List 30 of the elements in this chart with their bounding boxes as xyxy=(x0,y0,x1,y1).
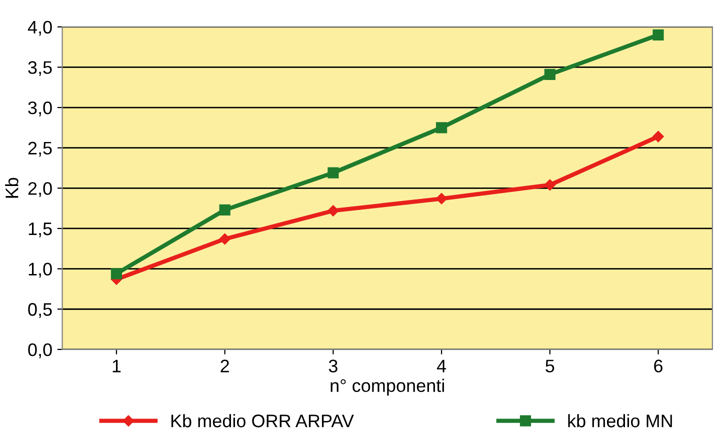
point xyxy=(328,205,339,216)
y-tick-label: 3,0 xyxy=(28,101,52,116)
point xyxy=(219,204,230,216)
point xyxy=(328,167,339,178)
legend-label: Kb medio ORR ARPAV xyxy=(171,414,354,428)
y-tick-label: 0,0 xyxy=(28,343,52,358)
x-tick-label: 5 xyxy=(546,360,554,372)
point xyxy=(544,179,556,191)
y-tick-label: 2,5 xyxy=(28,142,52,157)
y-tick-label: 1,0 xyxy=(28,262,52,278)
point xyxy=(652,29,664,40)
x-axis-title: n° componenti xyxy=(330,378,444,396)
legend-label: kb medio MN xyxy=(568,414,672,428)
y-tick-label: 4,0 xyxy=(28,20,52,36)
x-tick-label: 4 xyxy=(436,360,446,372)
x-tick-label: 2 xyxy=(220,360,229,372)
x-tick-label: 3 xyxy=(328,360,338,372)
y-tick-label: 2,0 xyxy=(28,182,52,198)
y-tick-label: 0,5 xyxy=(28,303,52,318)
y-tick-label: 1,5 xyxy=(28,222,52,238)
point xyxy=(436,122,448,134)
point xyxy=(110,268,122,280)
point xyxy=(652,130,664,142)
x-tick-label: 1 xyxy=(112,360,121,372)
y-axis-title: Kb xyxy=(5,178,18,198)
y-tick-label: 3,5 xyxy=(28,61,52,76)
point xyxy=(436,193,448,204)
x-tick-label: 6 xyxy=(654,360,662,372)
point xyxy=(544,68,556,80)
point xyxy=(219,233,230,245)
